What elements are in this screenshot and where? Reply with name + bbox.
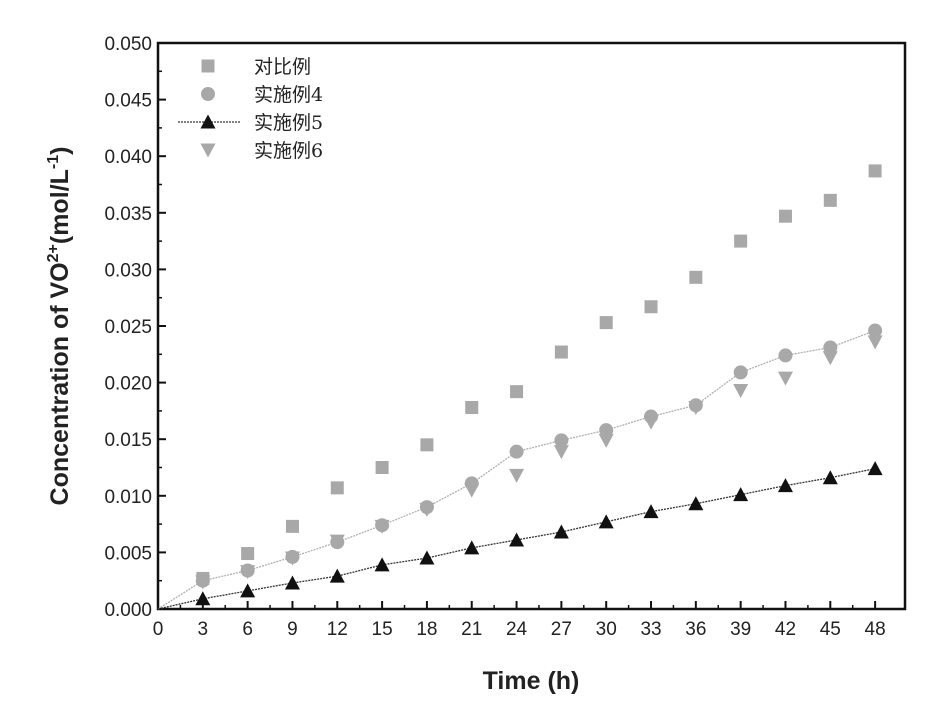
data-point xyxy=(733,487,748,501)
x-tick-label: 9 xyxy=(287,619,298,640)
legend-label: 对比例 xyxy=(254,56,311,78)
legend-item: 实施例6 xyxy=(201,140,324,162)
data-point xyxy=(734,235,747,248)
x-tick-label: 30 xyxy=(596,619,617,640)
data-point xyxy=(778,372,793,386)
x-tick-label: 6 xyxy=(242,619,253,640)
data-point xyxy=(286,520,299,533)
series-3 xyxy=(158,461,883,609)
legend-item: 实施例4 xyxy=(201,84,323,106)
data-point xyxy=(554,525,569,539)
data-point xyxy=(241,547,254,560)
data-point xyxy=(689,271,702,284)
x-tick-label: 45 xyxy=(820,619,841,640)
chart: 0369121518212427303336394245480.0000.005… xyxy=(0,0,926,703)
series-4 xyxy=(195,335,882,589)
y-tick-label: 0.030 xyxy=(104,260,152,281)
data-point xyxy=(375,557,390,571)
y-tick-label: 0.005 xyxy=(104,543,152,564)
data-point xyxy=(778,348,792,362)
legend: 对比例实施例4 实施例5 实施例6 xyxy=(178,56,323,162)
legend-item: 对比例 xyxy=(202,56,312,78)
data-point xyxy=(331,481,344,494)
x-tick-label: 39 xyxy=(730,619,751,640)
data-point xyxy=(510,445,524,459)
data-point xyxy=(644,416,659,430)
legend-marker xyxy=(202,60,215,73)
y-tick-label: 0.020 xyxy=(104,374,152,395)
x-axis-label: Time (h) xyxy=(483,667,580,695)
data-point xyxy=(465,401,478,414)
data-point xyxy=(779,210,792,223)
data-point xyxy=(420,438,433,451)
data-point xyxy=(823,351,838,365)
axes: 0369121518212427303336394245480.0000.005… xyxy=(104,34,905,640)
y-tick-label: 0.025 xyxy=(104,317,152,338)
y-tick-label: 0.035 xyxy=(104,204,152,225)
x-tick-label: 33 xyxy=(640,619,661,640)
y-tick-label: 0.000 xyxy=(104,600,152,621)
data-point xyxy=(554,445,569,459)
y-tick-label: 0.015 xyxy=(104,430,152,451)
data-point xyxy=(824,194,837,207)
data-point xyxy=(868,335,883,349)
data-point xyxy=(330,569,345,583)
x-tick-label: 18 xyxy=(416,619,437,640)
y-axis-label: Concentration of VO2+(mol/L-1) xyxy=(45,147,74,506)
legend-marker xyxy=(201,144,216,158)
data-point xyxy=(599,434,614,448)
y-tick-label: 0.040 xyxy=(104,147,152,168)
data-point xyxy=(419,551,434,565)
data-point xyxy=(868,461,883,475)
x-tick-label: 15 xyxy=(372,619,393,640)
x-tick-label: 24 xyxy=(506,619,528,640)
x-tick-label: 42 xyxy=(775,619,796,640)
chart-svg: 0369121518212427303336394245480.0000.005… xyxy=(0,0,926,703)
y-tick-label: 0.010 xyxy=(104,487,152,508)
x-tick-label: 12 xyxy=(327,619,348,640)
data-point xyxy=(509,469,524,483)
x-tick-label: 0 xyxy=(153,619,164,640)
x-tick-label: 21 xyxy=(461,619,482,640)
data-marks xyxy=(158,164,883,609)
data-point xyxy=(600,316,613,329)
data-point xyxy=(599,514,614,528)
y-tick-label: 0.045 xyxy=(104,91,152,112)
x-tick-label: 3 xyxy=(198,619,209,640)
data-point xyxy=(510,385,523,398)
data-point xyxy=(376,461,389,474)
x-tick-label: 27 xyxy=(551,619,572,640)
data-point xyxy=(555,346,568,359)
series-2 xyxy=(158,324,882,609)
x-tick-label: 36 xyxy=(685,619,706,640)
legend-item: 实施例5 xyxy=(178,112,323,134)
x-tick-label: 48 xyxy=(865,619,886,640)
data-point xyxy=(645,300,658,313)
series-1 xyxy=(196,164,881,585)
data-point xyxy=(464,484,479,498)
y-tick-label: 0.050 xyxy=(104,34,152,55)
data-point xyxy=(733,384,748,398)
data-point xyxy=(869,164,882,177)
legend-label: 实施例5 xyxy=(254,112,323,134)
legend-label: 实施例4 xyxy=(254,84,323,106)
data-point xyxy=(734,365,748,379)
legend-label: 实施例6 xyxy=(254,140,323,162)
legend-marker xyxy=(201,87,215,101)
